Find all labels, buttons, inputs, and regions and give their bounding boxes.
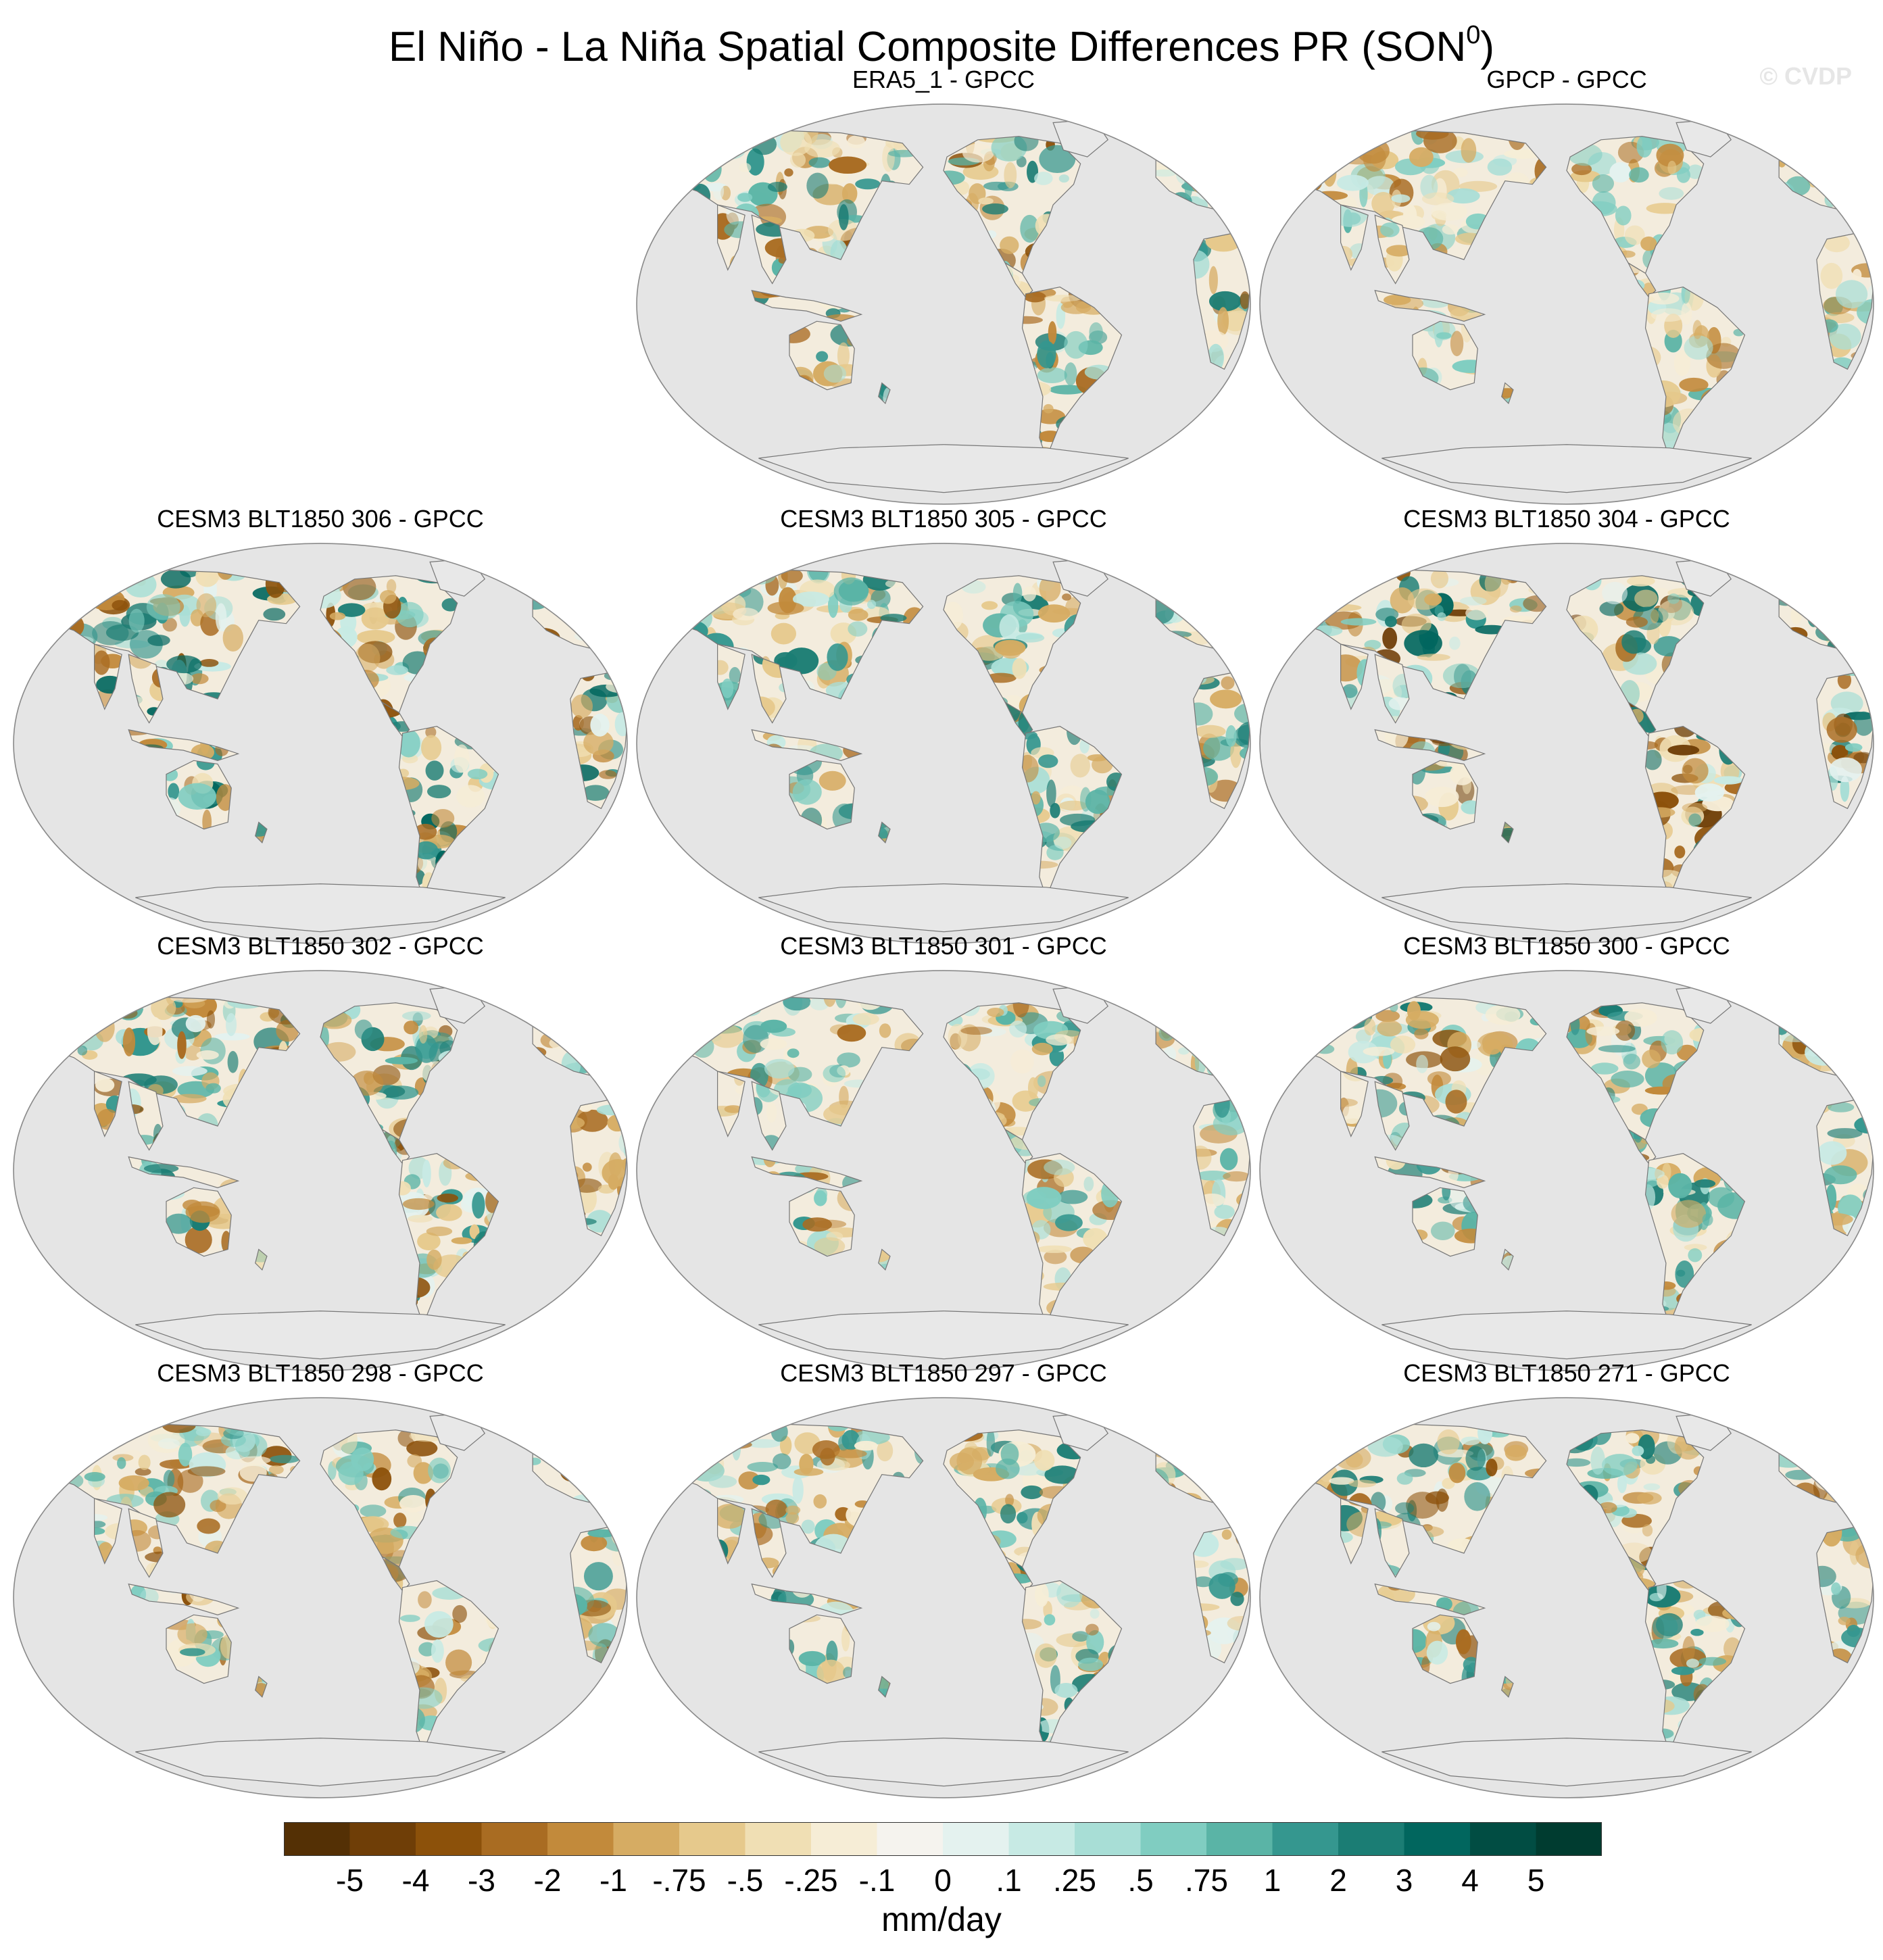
colorbar-tick-label: -.1 bbox=[858, 1863, 896, 1898]
world-map bbox=[13, 970, 628, 1371]
land-antarctica bbox=[135, 1738, 506, 1786]
land-antarctica bbox=[1381, 1738, 1752, 1786]
colorbar-outline bbox=[284, 1822, 1602, 1856]
colorbar-swatch bbox=[349, 1822, 416, 1856]
colorbar-tick-label: 1 bbox=[1263, 1863, 1281, 1898]
panel-title: CESM3 BLT1850 300 - GPCC bbox=[1403, 932, 1730, 960]
world-map bbox=[1259, 970, 1874, 1371]
figure-title-text: El Niño - La Niña Spatial Composite Diff… bbox=[388, 24, 1467, 70]
colorbar-swatch bbox=[547, 1822, 614, 1856]
map-border bbox=[1259, 1397, 1874, 1798]
map-border bbox=[13, 543, 628, 944]
world-map bbox=[1259, 543, 1874, 944]
colorbar-swatch bbox=[1206, 1822, 1273, 1856]
world-map bbox=[636, 103, 1251, 505]
land-antarctica bbox=[758, 1738, 1129, 1786]
map-border bbox=[636, 1397, 1251, 1798]
land-antarctica bbox=[1381, 444, 1752, 493]
colorbar-swatch bbox=[284, 1822, 350, 1856]
panel-title: CESM3 BLT1850 301 - GPCC bbox=[780, 932, 1107, 960]
figure-title-superscript: 0 bbox=[1466, 21, 1481, 49]
colorbar-tick-label: 4 bbox=[1461, 1863, 1479, 1898]
panel-title: ERA5_1 - GPCC bbox=[852, 66, 1035, 93]
world-map bbox=[13, 1397, 628, 1798]
colorbar-tick-label: -1 bbox=[600, 1863, 627, 1898]
colorbar-tick-label: -4 bbox=[401, 1863, 430, 1898]
figure-title-close: ) bbox=[1480, 24, 1495, 70]
map-border bbox=[636, 103, 1251, 505]
colorbar-swatch bbox=[877, 1822, 944, 1856]
panel-title: CESM3 BLT1850 271 - GPCC bbox=[1403, 1359, 1730, 1387]
colorbar-tick-label: -.5 bbox=[727, 1863, 764, 1898]
map-border bbox=[636, 543, 1251, 944]
colorbar-swatch bbox=[745, 1822, 812, 1856]
world-map bbox=[636, 543, 1251, 944]
colorbar-swatch bbox=[481, 1822, 548, 1856]
panel-title: CESM3 BLT1850 306 - GPCC bbox=[157, 505, 484, 533]
colorbar-units-label: mm/day bbox=[881, 1901, 1002, 1938]
colorbar-swatch bbox=[1536, 1822, 1602, 1856]
watermark: © CVDP bbox=[1759, 62, 1852, 90]
colorbar-tick-label: .1 bbox=[996, 1863, 1022, 1898]
colorbar-tick-label: -2 bbox=[533, 1863, 562, 1898]
colorbar-swatch bbox=[613, 1822, 680, 1856]
map-border bbox=[1259, 543, 1874, 944]
world-map bbox=[13, 543, 628, 944]
colorbar-tick-label: 2 bbox=[1329, 1863, 1347, 1898]
colorbar-tick-label: 0 bbox=[934, 1863, 952, 1898]
map-border bbox=[636, 970, 1251, 1371]
colorbar-swatch bbox=[416, 1822, 482, 1856]
land-antarctica bbox=[1381, 883, 1752, 932]
world-map bbox=[1259, 103, 1874, 505]
land-antarctica bbox=[1381, 1310, 1752, 1359]
colorbar-swatch bbox=[1470, 1822, 1536, 1856]
map-border bbox=[1259, 970, 1874, 1371]
colorbar-tick-label: 3 bbox=[1395, 1863, 1413, 1898]
colorbar-tick-label: .25 bbox=[1053, 1863, 1096, 1898]
colorbar-tick-label: .5 bbox=[1127, 1863, 1154, 1898]
land-antarctica bbox=[135, 883, 506, 932]
panel-title: CESM3 BLT1850 305 - GPCC bbox=[780, 505, 1107, 533]
panel-title: CESM3 BLT1850 298 - GPCC bbox=[157, 1359, 484, 1387]
panel-title: CESM3 BLT1850 304 - GPCC bbox=[1403, 505, 1730, 533]
figure-title: El Niño - La Niña Spatial Composite Diff… bbox=[0, 20, 1883, 74]
colorbar-swatch bbox=[1140, 1822, 1207, 1856]
map-border bbox=[13, 970, 628, 1371]
colorbar-swatch bbox=[1008, 1822, 1075, 1856]
world-map bbox=[636, 1397, 1251, 1798]
colorbar-swatch bbox=[679, 1822, 745, 1856]
colorbar-swatch bbox=[1075, 1822, 1141, 1856]
colorbar-tick-label: -.25 bbox=[784, 1863, 838, 1898]
land-antarctica bbox=[758, 444, 1129, 493]
colorbar-tick-label: 5 bbox=[1527, 1863, 1545, 1898]
colorbar-swatch bbox=[1404, 1822, 1471, 1856]
colorbar-swatch bbox=[811, 1822, 877, 1856]
colorbar-tick-label: -3 bbox=[468, 1863, 495, 1898]
colorbar-tick-label: -.75 bbox=[652, 1863, 706, 1898]
colorbar bbox=[284, 1822, 1602, 1856]
map-border bbox=[13, 1397, 628, 1798]
land-antarctica bbox=[758, 883, 1129, 932]
panel-title: CESM3 BLT1850 297 - GPCC bbox=[780, 1359, 1107, 1387]
colorbar-swatch bbox=[943, 1822, 1009, 1856]
world-map bbox=[636, 970, 1251, 1371]
colorbar-tick-label: .75 bbox=[1185, 1863, 1228, 1898]
world-map bbox=[1259, 1397, 1874, 1798]
land-antarctica bbox=[758, 1310, 1129, 1359]
colorbar-swatch bbox=[1272, 1822, 1339, 1856]
land-antarctica bbox=[135, 1310, 506, 1359]
map-border bbox=[1259, 103, 1874, 505]
panel-title: CESM3 BLT1850 302 - GPCC bbox=[157, 932, 484, 960]
panel-title: GPCP - GPCC bbox=[1486, 66, 1647, 93]
colorbar-tick-label: -5 bbox=[336, 1863, 364, 1898]
colorbar-swatch bbox=[1338, 1822, 1404, 1856]
